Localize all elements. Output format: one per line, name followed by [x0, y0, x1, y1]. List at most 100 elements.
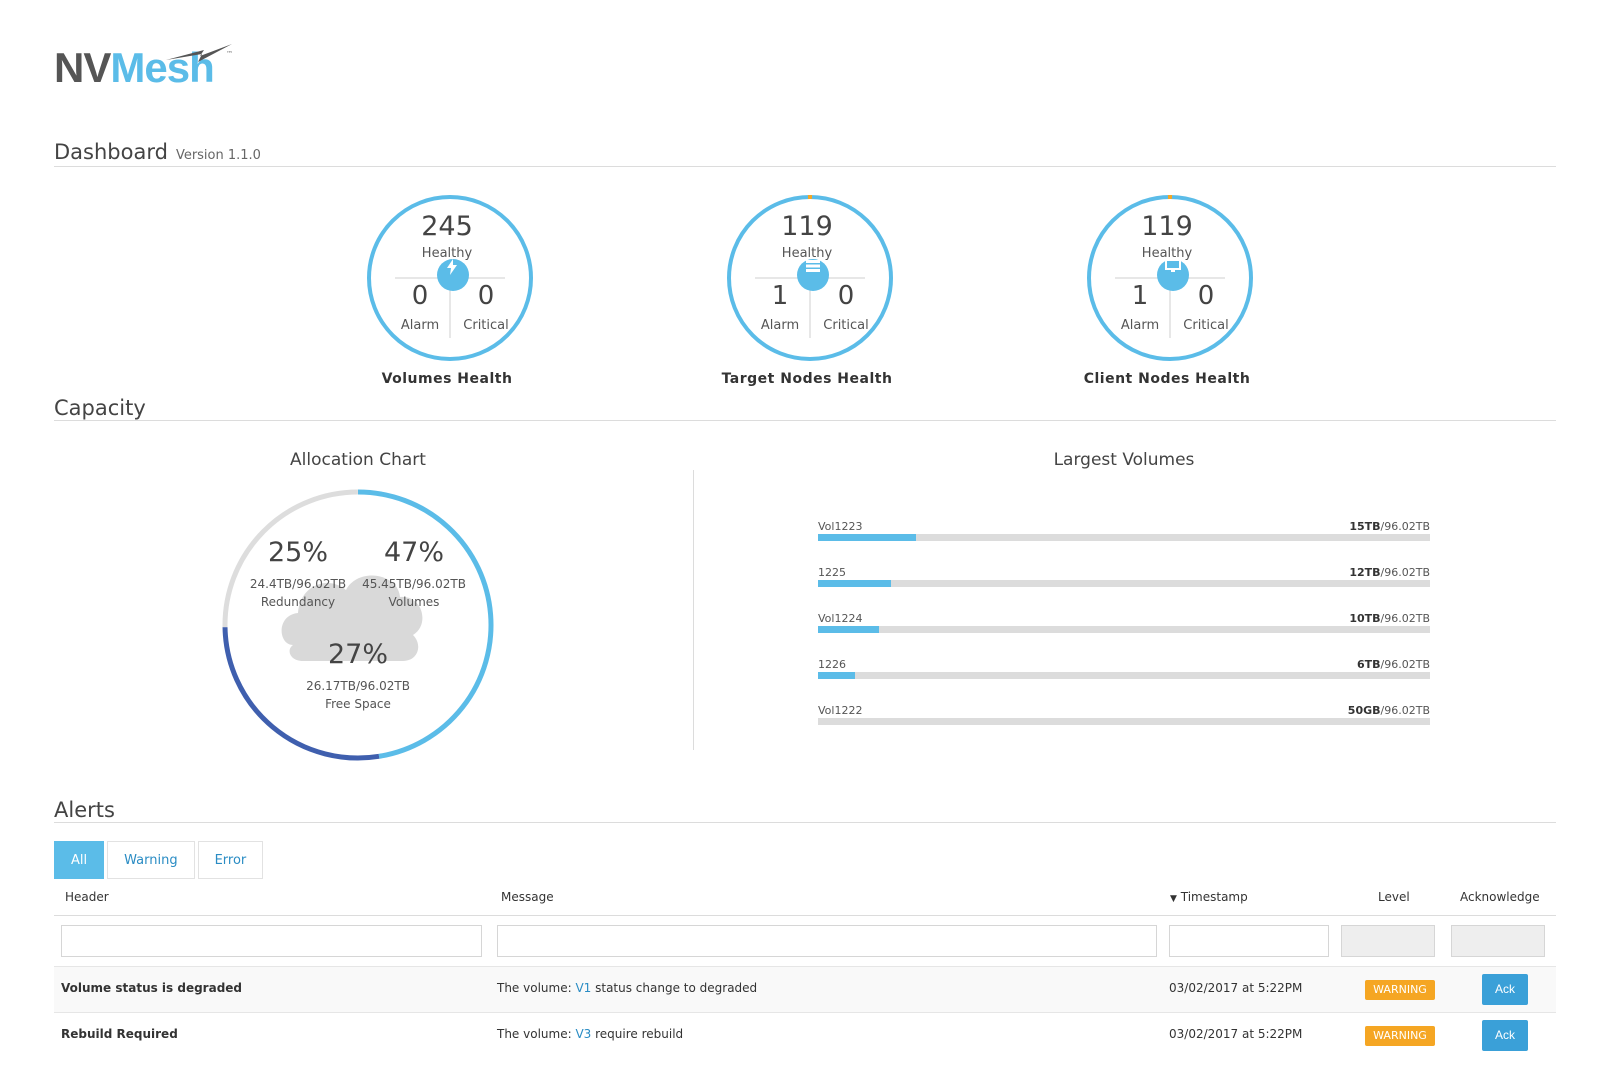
volumes-label: Volumes: [388, 595, 440, 609]
volume-used: 50GB: [1347, 704, 1381, 717]
donut-segment-free-space: [222, 627, 380, 761]
client-nodes-health-widget[interactable]: 119 Healthy 1 0 Alarm Critical Client No…: [1077, 193, 1257, 393]
logo-trademark: ™: [226, 50, 233, 58]
target-nodes-health-ring: [727, 194, 893, 361]
volume-bar-track: [818, 534, 1430, 541]
column-header-header[interactable]: Header: [65, 890, 109, 904]
column-header-level[interactable]: Level: [1378, 890, 1410, 904]
volumes-size: 45.45TB/96.02TB: [362, 577, 466, 591]
table-row: Volume status is degraded The volume: V1…: [54, 966, 1556, 1012]
volume-name: Vol1224: [818, 612, 863, 625]
row-header: Volume status is degraded: [61, 981, 243, 995]
volume-total: /96.02TB: [1380, 704, 1430, 717]
row-timestamp: 03/02/2017 at 5:22PM: [1169, 1027, 1303, 1041]
volumes-alarm-count: 0: [411, 281, 429, 311]
alerts-divider: [54, 822, 1556, 823]
row-message: The volume: V1 status change to degraded: [497, 981, 757, 995]
redundancy-percent: 25%: [267, 537, 328, 568]
capacity-divider: [54, 420, 1556, 421]
volume-bar-track: [818, 718, 1430, 725]
table-header-divider: [54, 915, 1556, 916]
row-header: Rebuild Required: [61, 1027, 178, 1041]
alerts-filter-tabs: All Warning Error: [54, 841, 264, 879]
warning-badge: WARNING: [1365, 1026, 1435, 1046]
target-alarm-label: Alarm: [760, 318, 800, 333]
volumes-alarm-label: Alarm: [400, 318, 440, 333]
volume-total: /96.02TB: [1380, 520, 1430, 533]
level-filter-select[interactable]: [1341, 925, 1435, 957]
client-critical-count: 0: [1197, 281, 1215, 311]
target-alarm-count: 1: [771, 281, 789, 311]
table-row: Rebuild Required The volume: V3 require …: [54, 1012, 1556, 1058]
nvmesh-logo: NVMesh ™: [54, 38, 254, 98]
client-healthy-label: Healthy: [1141, 246, 1193, 261]
message-prefix: The volume:: [497, 981, 576, 995]
volumes-percent: 47%: [383, 537, 444, 568]
column-header-message[interactable]: Message: [501, 890, 554, 904]
volume-name: Vol1223: [818, 520, 863, 533]
dashboard-title: Dashboard Version 1.1.0: [54, 140, 261, 164]
ack-button[interactable]: Ack: [1482, 1020, 1528, 1051]
client-alarm-count: 1: [1131, 281, 1149, 311]
volume-bar-fill: [818, 626, 880, 633]
target-critical-count: 0: [837, 281, 855, 311]
capacity-vertical-divider: [693, 470, 694, 750]
client-critical-label: Critical: [1183, 318, 1229, 333]
warning-badge: WARNING: [1365, 980, 1435, 1000]
message-suffix: status change to degraded: [591, 981, 758, 995]
volume-bar-track: [818, 626, 1430, 633]
cloud-graphic: [281, 575, 423, 661]
column-header-acknowledge[interactable]: Acknowledge: [1460, 890, 1540, 904]
client-healthy-count: 119: [1141, 211, 1193, 242]
redundancy-label: Redundancy: [260, 595, 336, 609]
volume-used: 10TB: [1349, 612, 1381, 625]
row-timestamp: 03/02/2017 at 5:22PM: [1169, 981, 1303, 995]
volume-link[interactable]: V3: [575, 1027, 592, 1041]
allocation-donut: [222, 489, 494, 761]
monitor-icon: [1157, 259, 1189, 291]
volume-total: /96.02TB: [1380, 566, 1430, 579]
volume-link[interactable]: V1: [575, 981, 592, 995]
lightning-bolt-icon: [166, 44, 232, 62]
free-space-label: Free Space: [325, 697, 391, 711]
volume-bar-fill: [818, 672, 855, 679]
tab-warning[interactable]: Warning: [107, 841, 195, 879]
target-healthy-count: 119: [781, 211, 833, 242]
volume-total: /96.02TB: [1380, 612, 1430, 625]
volume-name: 1225: [818, 566, 846, 579]
message-suffix: require rebuild: [591, 1027, 684, 1041]
volume-used: 15TB: [1349, 520, 1381, 533]
column-header-timestamp[interactable]: ▼ Timestamp: [1170, 890, 1248, 904]
capacity-title: Capacity: [54, 396, 146, 420]
volumes-health-widget[interactable]: 245 Healthy 0 0 Alarm Critical Volumes H…: [357, 193, 537, 393]
redundancy-size: 24.4TB/96.02TB: [249, 577, 347, 591]
row-message: The volume: V3 require rebuild: [497, 1027, 683, 1041]
header-filter-input[interactable]: [61, 925, 482, 957]
sort-down-icon: ▼: [1170, 894, 1177, 904]
volume-bar-track: [818, 580, 1430, 587]
dashboard-divider: [54, 166, 1556, 167]
tab-error[interactable]: Error: [197, 841, 264, 879]
volumes-health-label: Volumes Health: [381, 371, 513, 387]
volume-bar-fill: [818, 534, 916, 541]
version-label: Version 1.1.0: [175, 148, 261, 163]
volume-bar-fill: [818, 580, 892, 587]
volume-total: /96.02TB: [1380, 658, 1430, 671]
target-nodes-health-widget[interactable]: 119 Healthy 1 0 Alarm Critical Target No…: [717, 193, 897, 393]
target-nodes-health-label: Target Nodes Health: [721, 371, 893, 387]
timestamp-header-label: Timestamp: [1180, 890, 1248, 904]
message-filter-input[interactable]: [497, 925, 1157, 957]
acknowledge-filter-select[interactable]: [1451, 925, 1545, 957]
allocation-chart-title: Allocation Chart: [290, 450, 426, 470]
client-nodes-health-label: Client Nodes Health: [1083, 371, 1251, 387]
volume-bar-track: [818, 672, 1430, 679]
tab-all[interactable]: All: [54, 841, 105, 879]
volume-usage: 10TB/96.02TB: [1349, 612, 1430, 625]
volume-usage: 50GB/96.02TB: [1348, 704, 1430, 717]
volume-name: 1226: [818, 658, 846, 671]
client-alarm-label: Alarm: [1120, 318, 1160, 333]
alerts-title: Alerts: [54, 798, 115, 822]
timestamp-filter-input[interactable]: [1169, 925, 1329, 957]
logo-nv: NV: [54, 44, 111, 91]
ack-button[interactable]: Ack: [1482, 974, 1528, 1005]
